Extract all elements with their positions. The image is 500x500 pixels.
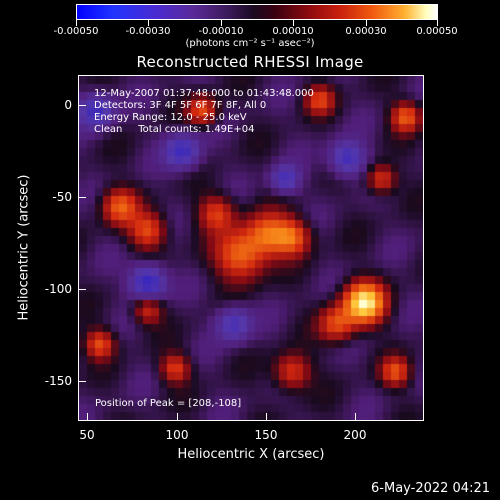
- y-tick-label: -150: [44, 374, 72, 388]
- colorbar-tick-label: 0.00030: [345, 26, 387, 37]
- colorbar-tick-label: -0.00050: [53, 26, 99, 37]
- y-tick-label: -50: [52, 190, 72, 204]
- y-axis-label: Heliocentric Y (arcsec): [16, 174, 32, 321]
- y-tick-label: -100: [44, 282, 72, 296]
- image-plot-area: 12-May-2007 01:37:48.000 to 01:43:48.000…: [78, 75, 424, 421]
- rhessi-image-heatmap: [79, 76, 423, 420]
- colorbar-tick-label: 0.00010: [272, 26, 314, 37]
- render-timestamp: 6-May-2022 04:21: [371, 481, 490, 496]
- detectors-label: Detectors: 3F 4F 5F 6F 7F 8F, All 0: [94, 100, 267, 111]
- x-tick-label: 200: [343, 428, 367, 442]
- plot-title: Reconstructed RHESSI Image: [136, 53, 364, 71]
- colorbar-tick-label: -0.00030: [125, 26, 171, 37]
- x-tick-label: 100: [165, 428, 189, 442]
- algorithm-counts-label: Clean Total counts: 1.49E+04: [94, 124, 255, 135]
- time-range-label: 12-May-2007 01:37:48.000 to 01:43:48.000: [94, 88, 314, 99]
- colorbar-tick-label: 0.00050: [416, 26, 458, 37]
- energy-range-label: Energy Range: 12.0 - 25.0 keV: [94, 112, 247, 123]
- x-tick-label: 150: [254, 428, 278, 442]
- y-tick-label: 0: [64, 98, 72, 112]
- x-tick-label: 50: [79, 428, 95, 442]
- peak-position-label: Position of Peak = [208,-108]: [95, 398, 242, 409]
- colorbar-unit-label: (photons cm⁻² s⁻¹ asec⁻²): [185, 38, 315, 49]
- x-axis-label: Heliocentric X (arcsec): [177, 447, 325, 462]
- colorbar-tick-label: -0.00010: [198, 26, 244, 37]
- colorbar: [76, 4, 438, 20]
